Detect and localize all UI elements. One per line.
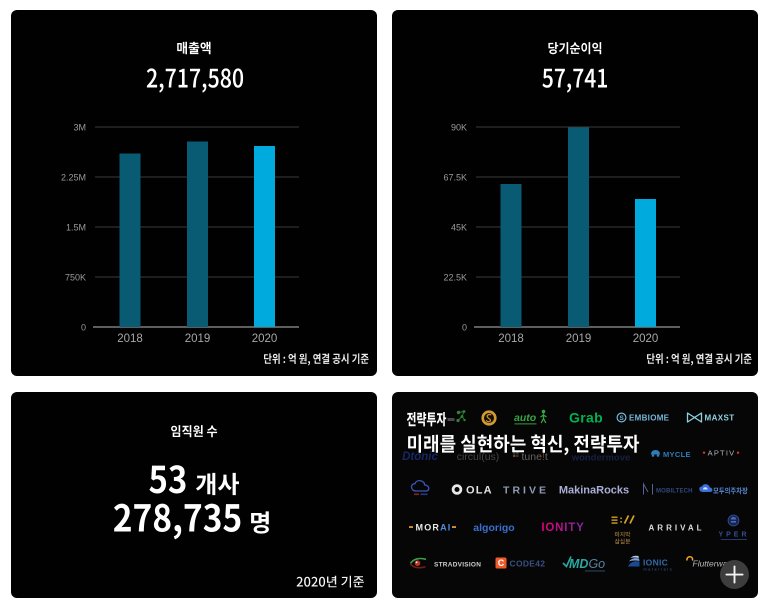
svg-text:22.5K: 22.5K (443, 273, 467, 283)
svg-text:1.5M: 1.5M (66, 223, 86, 233)
svg-text:2.25M: 2.25M (61, 173, 86, 183)
svg-text:2020: 2020 (252, 333, 278, 345)
svg-text:TRIVE: TRIVE (503, 485, 549, 497)
svg-text:Flutterwave: Flutterwave (693, 559, 737, 569)
svg-text:wondermove: wondermove (571, 453, 631, 464)
svg-text:2018: 2018 (117, 333, 143, 345)
svg-text:tune!t: tune!t (522, 451, 548, 463)
svg-text:750K: 750K (65, 273, 86, 283)
svg-text:3M: 3M (73, 123, 86, 133)
svg-text:Grab: Grab (569, 410, 603, 426)
svg-text:EMBIOME: EMBIOME (629, 414, 670, 423)
svg-text:2019: 2019 (185, 333, 211, 345)
svg-text:67.5K: 67.5K (443, 173, 467, 183)
svg-text:2018: 2018 (498, 333, 524, 345)
svg-text:C: C (498, 558, 505, 568)
svg-text:S: S (619, 415, 624, 422)
svg-text:MDGo: MDGo (569, 557, 605, 571)
svg-text:ARRIVAL: ARRIVAL (649, 524, 705, 533)
svg-text:IONITY: IONITY (541, 522, 584, 534)
svg-text:MOBILTECH: MOBILTECH (656, 489, 693, 495)
svg-text:0: 0 (462, 323, 467, 333)
svg-text:STRADVISION: STRADVISION (434, 561, 481, 568)
svg-text:Dtonic: Dtonic (402, 451, 438, 463)
svg-text:90K: 90K (451, 123, 467, 133)
svg-text:2020: 2020 (633, 333, 659, 345)
svg-text:MYCLE: MYCLE (663, 450, 691, 459)
svg-text:IONIC: IONIC (643, 558, 668, 568)
svg-text:MakinaRocks: MakinaRocks (559, 485, 629, 497)
svg-text:OLA: OLA (466, 485, 493, 497)
svg-text:circul(us): circul(us) (457, 451, 500, 463)
svg-text:0: 0 (81, 323, 86, 333)
svg-text:2019: 2019 (566, 333, 592, 345)
svg-text:APTIV: APTIV (708, 449, 736, 458)
svg-text:auto: auto (514, 412, 537, 424)
svg-text:45K: 45K (451, 223, 467, 233)
svg-text:MAXST: MAXST (705, 413, 735, 422)
svg-text:materials: materials (644, 568, 674, 572)
svg-text:MORAI: MORAI (416, 523, 452, 533)
svg-text:algorigo: algorigo (473, 522, 514, 534)
svg-text:YPER: YPER (718, 532, 749, 539)
svg-text:CODE42: CODE42 (510, 559, 546, 569)
